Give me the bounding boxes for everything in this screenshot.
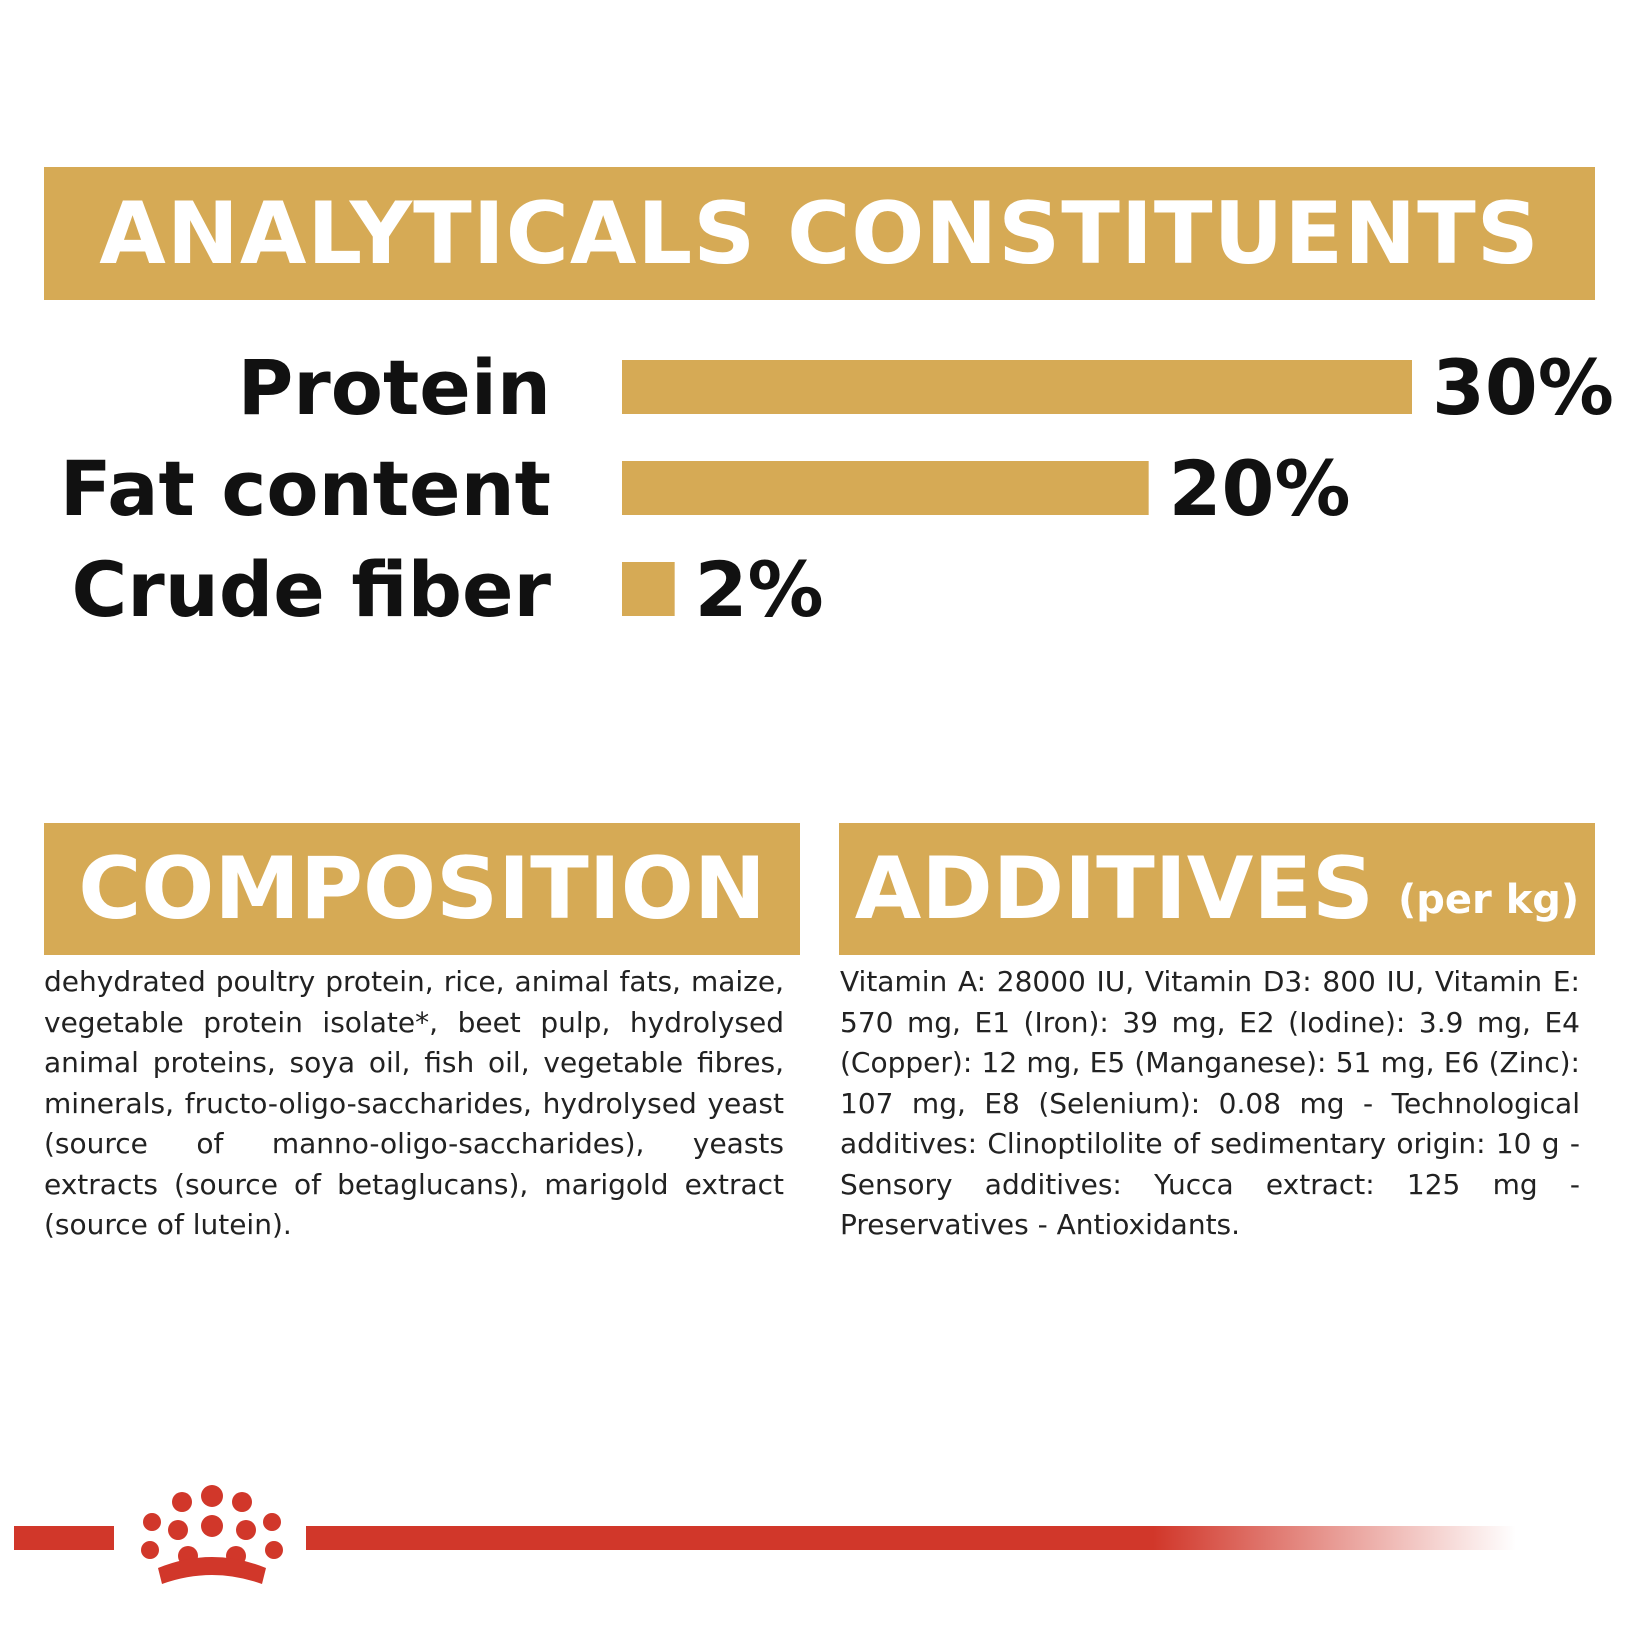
- bar: [622, 360, 1412, 414]
- additives-title: ADDITIVES: [854, 839, 1374, 939]
- analyticals-banner: ANALYTICALS CONSTITUENTS: [44, 167, 1595, 300]
- additives-subtitle: (per kg): [1398, 877, 1580, 923]
- footer-stripe-left: [14, 1526, 114, 1550]
- additives-text: Vitamin A: 28000 IU, Vitamin D3: 800 IU,…: [840, 965, 1580, 1241]
- value-label: 30%: [1432, 343, 1614, 432]
- crown-logo-icon: [141, 1485, 283, 1584]
- additives-banner: ADDITIVES (per kg): [839, 823, 1595, 955]
- category-label: Crude fiber: [71, 545, 551, 634]
- footer-stripe-right: [306, 1526, 1516, 1550]
- category-label: Fat content: [60, 444, 551, 533]
- constituents-bar-chart: Protein 30% Fat content 20% Crude fiber 2%: [60, 343, 1614, 634]
- composition-banner: COMPOSITION: [44, 823, 800, 955]
- value-label: 2%: [695, 545, 824, 634]
- analyticals-title: ANALYTICALS CONSTITUENTS: [99, 183, 1540, 284]
- category-label: Protein: [238, 343, 551, 432]
- composition-text: dehydrated poultry protein, rice, animal…: [44, 965, 784, 1241]
- composition-title: COMPOSITION: [78, 839, 766, 939]
- bar: [622, 461, 1149, 515]
- brand-footer: [14, 1485, 1516, 1584]
- value-label: 20%: [1169, 444, 1351, 533]
- bar: [622, 562, 675, 616]
